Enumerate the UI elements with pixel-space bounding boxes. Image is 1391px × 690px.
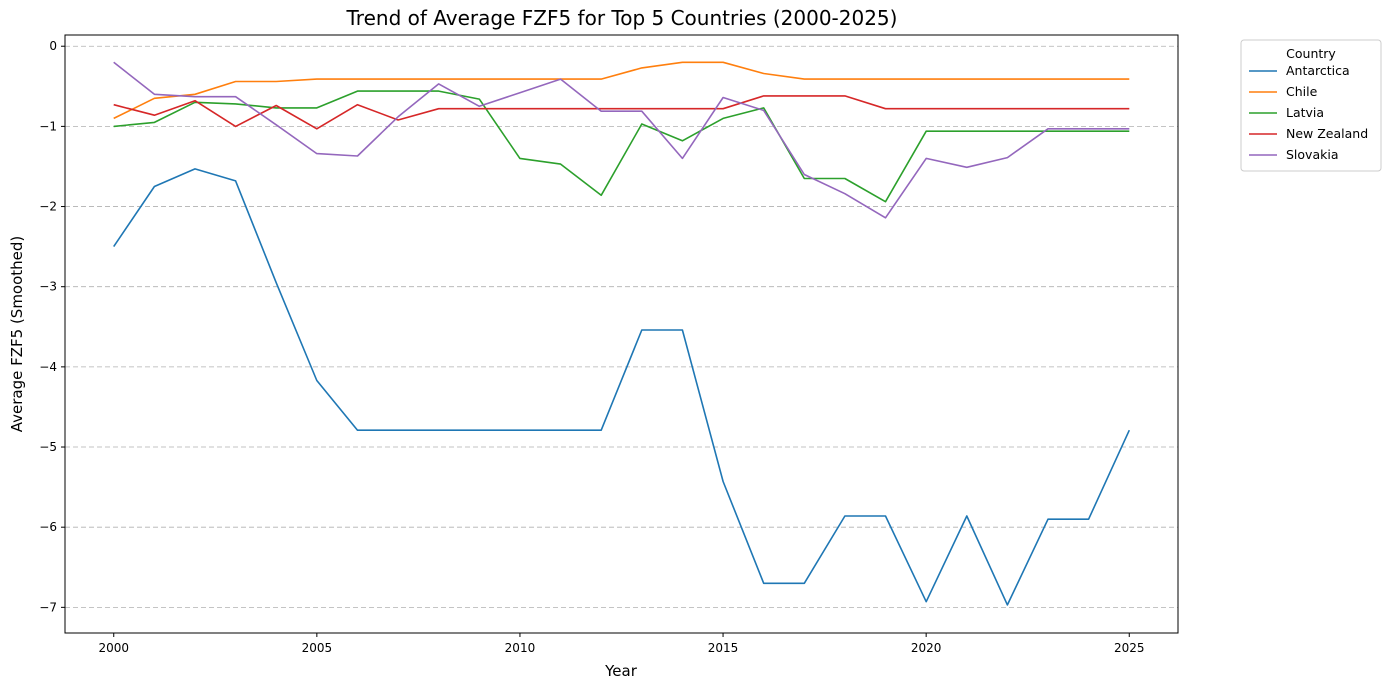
y-tick-label: −2	[39, 200, 57, 214]
y-tick-label: −1	[39, 119, 57, 133]
grid-lines	[65, 45, 1178, 608]
chart-title: Trend of Average FZF5 for Top 5 Countrie…	[346, 6, 898, 30]
legend-label-latvia: Latvia	[1286, 105, 1324, 120]
series-line-new-zealand	[113, 95, 1130, 130]
x-axis-title: Year	[604, 662, 638, 680]
series-lines	[113, 61, 1131, 606]
x-tick-label: 2005	[302, 641, 333, 655]
legend-label-antarctica: Antarctica	[1286, 63, 1350, 78]
x-axis-ticks: 2000 2005 2010 2015 2020 2025	[98, 633, 1145, 655]
legend-items: Antarctica Chile Latvia New Zealand Slovakia	[1249, 63, 1368, 162]
y-axis-ticks: 0 −1 −2 −3 −4 −5 −6 −7	[39, 39, 65, 614]
y-tick-label: −3	[39, 280, 57, 294]
y-tick-label: −5	[39, 440, 57, 454]
series-line-chile	[113, 61, 1130, 120]
series-line-antarctica	[113, 168, 1131, 606]
y-tick-label: −7	[39, 600, 57, 614]
y-tick-label: 0	[49, 39, 57, 53]
legend-label-new-zealand: New Zealand	[1286, 126, 1368, 141]
legend-title: Country	[1286, 46, 1336, 61]
series-line-slovakia	[113, 61, 1130, 219]
series-line-latvia	[113, 90, 1130, 203]
y-tick-label: −6	[39, 520, 57, 534]
legend-label-chile: Chile	[1286, 84, 1318, 99]
x-tick-label: 2020	[911, 641, 942, 655]
y-axis-title: Average FZF5 (Smoothed)	[8, 236, 26, 433]
x-tick-label: 2000	[98, 641, 129, 655]
plot-area-frame	[64, 34, 1179, 634]
legend-label-slovakia: Slovakia	[1286, 147, 1338, 162]
legend: Country Antarctica Chile Latvia New Zealand…	[1240, 39, 1382, 172]
y-tick-label: −4	[39, 360, 57, 374]
x-tick-label: 2025	[1114, 641, 1145, 655]
x-tick-label: 2010	[505, 641, 536, 655]
legend-box	[1240, 39, 1382, 172]
x-tick-label: 2015	[708, 641, 739, 655]
